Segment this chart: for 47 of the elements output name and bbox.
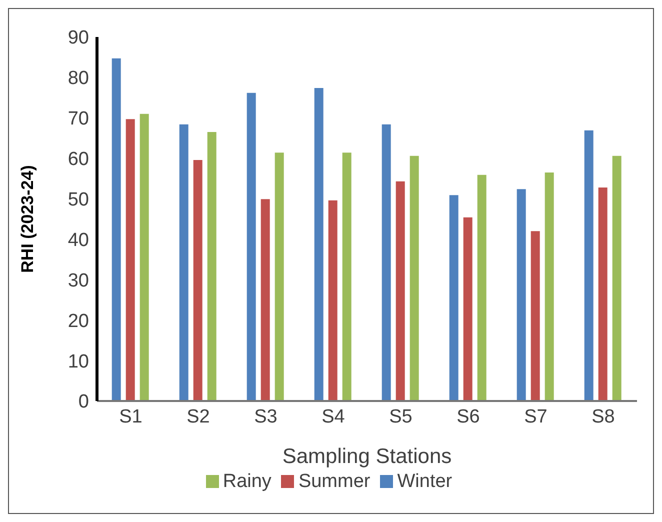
bar <box>314 88 324 401</box>
legend-label: Rainy <box>222 471 272 492</box>
bar <box>463 217 472 401</box>
x-tick-label: S4 <box>322 406 346 428</box>
bar <box>544 172 554 401</box>
y-tick-label: 40 <box>68 230 89 251</box>
bar <box>530 231 540 401</box>
y-tick-label: 20 <box>68 310 89 332</box>
bar <box>126 119 135 401</box>
bar <box>179 124 188 401</box>
y-tick-label: 10 <box>68 351 89 372</box>
x-tick-label: S5 <box>389 406 412 428</box>
bar <box>193 160 202 401</box>
bar <box>140 114 149 401</box>
x-tick-label: S6 <box>456 406 480 428</box>
bar <box>382 124 391 401</box>
bar <box>260 199 270 401</box>
bar <box>516 189 526 401</box>
y-tick-label: 90 <box>68 28 89 49</box>
bar <box>328 200 338 401</box>
x-tick-label: S7 <box>524 406 548 428</box>
bar <box>612 156 622 401</box>
bar <box>246 92 256 401</box>
legend-label: Summer <box>298 471 370 492</box>
x-tick-label: S3 <box>254 406 278 428</box>
legend-label: Winter <box>397 471 452 492</box>
bar <box>584 130 594 401</box>
bar <box>112 58 121 401</box>
y-tick-label: 0 <box>78 392 89 413</box>
y-tick-label: 50 <box>68 190 89 211</box>
y-tick-label: 60 <box>68 149 89 170</box>
y-tick-label: 30 <box>68 270 89 292</box>
bar <box>207 132 216 401</box>
bar <box>598 187 608 401</box>
bar <box>477 174 486 401</box>
y-tick-label: 80 <box>68 68 89 90</box>
bar <box>274 152 284 401</box>
bar <box>410 156 419 401</box>
x-tick-label: S8 <box>592 406 615 428</box>
x-tick-label: S1 <box>119 406 142 428</box>
y-tick-label: 70 <box>68 108 89 130</box>
bar <box>449 195 458 401</box>
y-axis-title: RHI (2023-24) <box>18 165 38 273</box>
bar <box>396 181 405 401</box>
x-tick-label: S2 <box>186 406 210 428</box>
x-axis-title: Sampling Stations <box>282 445 452 468</box>
bar <box>342 152 352 401</box>
